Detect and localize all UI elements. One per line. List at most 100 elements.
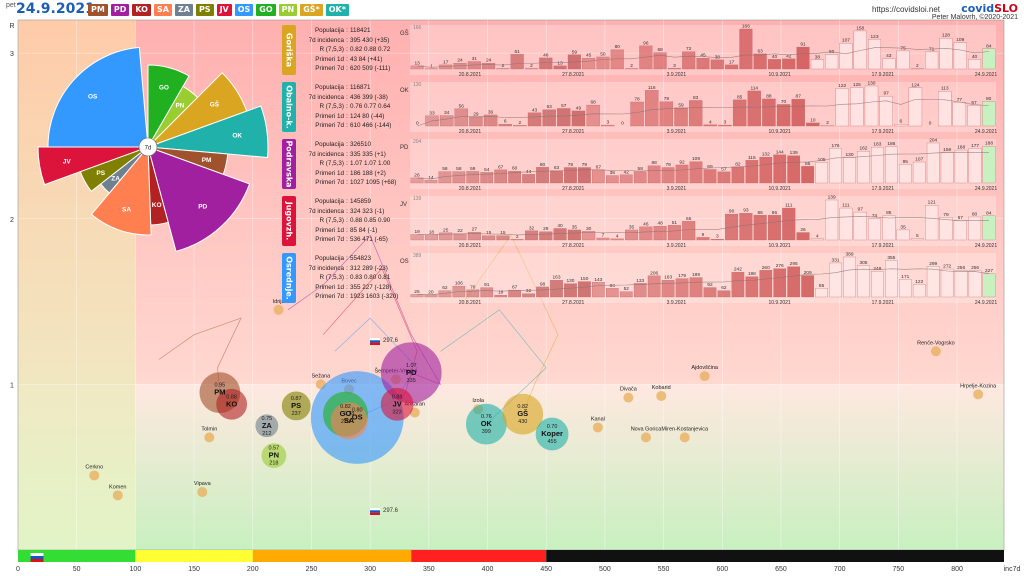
mini-bar-value: 144 xyxy=(776,149,784,155)
mini-bar-value: 50 xyxy=(600,51,606,57)
mini-bar xyxy=(647,275,661,298)
mini-bar-value: 2 xyxy=(516,234,519,240)
x-tick-label: 100 xyxy=(130,566,142,573)
mini-bar-value: 53 xyxy=(547,104,553,110)
bubble-region-label: OS xyxy=(352,413,363,422)
mini-bar xyxy=(539,57,553,70)
bubble-region-label: GO xyxy=(340,409,352,418)
mini-bar xyxy=(439,232,453,241)
mini-bar-value: 84 xyxy=(986,43,992,49)
mini-bar-value: 163 xyxy=(552,275,560,281)
mini-bar-value: 2 xyxy=(502,63,505,69)
slovenia-flag-icon xyxy=(370,338,380,345)
mini-bar-value: 67 xyxy=(971,100,977,106)
mini-bar xyxy=(806,122,820,127)
rose-slice-label: KO xyxy=(152,202,162,209)
bubble-r-value: 0.80 xyxy=(352,408,363,414)
mini-bar xyxy=(633,171,647,184)
mini-bar-value: 128 xyxy=(942,33,950,39)
mini-bar xyxy=(801,275,814,298)
region-panel: Osrednje. Populacija:554823 7d incidenca:3… xyxy=(282,253,1002,305)
mini-bar-value: 116 xyxy=(748,155,756,161)
mini-bar xyxy=(696,237,710,241)
mini-bar-value: 17 xyxy=(443,59,449,65)
town-marker xyxy=(592,422,603,433)
stat-value: 118421 xyxy=(350,27,371,34)
mini-bar-value: 96 xyxy=(643,40,649,46)
flag-top-label: 297.6 xyxy=(383,338,399,344)
mini-date-label: 27.8.2021 xyxy=(562,243,584,249)
mini-bar-value: 295 xyxy=(790,261,798,267)
mini-bar-value: 58 xyxy=(456,166,462,172)
mini-bar-value: 63 xyxy=(554,165,560,171)
mini-bar xyxy=(564,283,577,298)
mini-bar-value: 18 xyxy=(429,229,435,235)
site-url[interactable]: https://covidsloi.net xyxy=(871,5,940,14)
mini-bar-value: 162 xyxy=(859,146,867,152)
town-marker xyxy=(204,432,215,443)
mini-bar-value: 107 xyxy=(842,38,850,44)
mini-date-label: 20.8.2021 xyxy=(459,243,481,249)
mini-date-label: 10.9.2021 xyxy=(768,243,790,249)
mini-bar-value: 24 xyxy=(486,58,492,64)
mini-bar-value: 9 xyxy=(702,232,705,238)
date-label: 24.9.2021 xyxy=(16,1,95,17)
mini-bar-value: 111 xyxy=(842,203,850,209)
mini-date-label: 10.9.2021 xyxy=(768,72,790,78)
mini-bar xyxy=(885,260,898,298)
x-tick-label: 550 xyxy=(658,566,670,573)
mini-bar xyxy=(508,289,521,298)
mini-bar xyxy=(739,28,753,70)
mini-bar xyxy=(424,180,438,184)
stat-value: 335 335 (+1) xyxy=(350,150,386,158)
mini-bar xyxy=(829,262,842,298)
mini-bar-value: 92 xyxy=(707,282,713,288)
mini-bar-value: 80 xyxy=(972,211,978,217)
mini-bar xyxy=(667,225,681,241)
mini-bar xyxy=(968,216,982,241)
mini-bar-value: 109 xyxy=(956,37,964,43)
mini-bar-value: 13 xyxy=(557,60,563,66)
mini-bar-value: 14 xyxy=(428,175,434,181)
mini-bar-value: 132 xyxy=(762,152,770,158)
mini-bar xyxy=(524,230,538,241)
stat-value: 610 466 (-144) xyxy=(350,122,392,130)
mini-bar-value: 80 xyxy=(540,162,546,168)
mini-bar xyxy=(482,235,496,241)
mini-bar-value: 79 xyxy=(568,162,574,168)
mini-bar-value: 32 xyxy=(526,288,532,294)
legend-item: KO xyxy=(132,4,151,16)
mini-bar xyxy=(689,161,703,184)
mini-bar xyxy=(853,30,867,70)
town-marker xyxy=(640,432,651,443)
mini-bar-value: 4 xyxy=(709,119,712,125)
mini-bar xyxy=(725,64,739,70)
mini-date-label: 17.9.2021 xyxy=(872,129,894,135)
mini-date-label: 24.9.2021 xyxy=(975,243,997,249)
mini-bar-value: 63 xyxy=(757,48,763,54)
mini-bar-value: 107 xyxy=(915,157,923,163)
mini-bar xyxy=(696,58,710,70)
mini-bar-value: 91 xyxy=(484,282,490,288)
x-tick-label: 700 xyxy=(834,566,846,573)
mini-bar-value: 121 xyxy=(928,200,936,206)
region-tag: Obalno-k. xyxy=(282,82,296,132)
mini-bar-value: 130 xyxy=(845,152,853,158)
mini-bar xyxy=(839,43,853,70)
mini-bar-value: 124 xyxy=(911,82,919,88)
stat-value: 436 399 (-38) xyxy=(350,93,388,101)
stat-value: 1027 1095 (+68) xyxy=(350,179,397,187)
mini-bar xyxy=(810,238,824,241)
mini-bar-value: 13 xyxy=(414,60,420,66)
bubble-r-value: 0.57 xyxy=(269,446,280,452)
mini-bar xyxy=(912,161,926,184)
mini-bar xyxy=(882,58,896,70)
stat-value: 536 471 (-65) xyxy=(350,236,388,244)
mini-bar xyxy=(782,58,796,70)
town-label: Tolmin xyxy=(201,426,217,432)
bubble-region-label: PN xyxy=(269,451,279,460)
x-tick-label: 400 xyxy=(482,566,494,573)
mini-bar xyxy=(953,42,967,70)
mini-bar-value: 88 xyxy=(766,93,772,99)
mini-bar xyxy=(968,148,982,184)
